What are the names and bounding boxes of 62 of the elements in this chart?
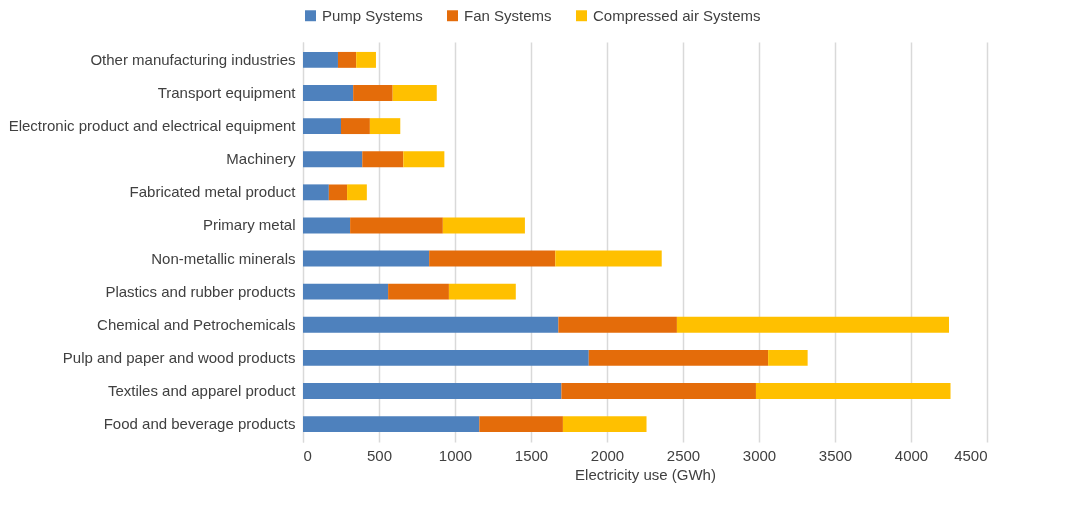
bar: [676, 316, 949, 333]
bar: [350, 217, 443, 234]
bar: [303, 85, 354, 101]
x-tick-label: 0: [303, 446, 312, 464]
bar: [555, 250, 662, 267]
bar: [341, 118, 370, 135]
y-tick-label: Food and beverage products: [103, 415, 296, 433]
bar: [303, 316, 559, 333]
bar: [356, 51, 376, 68]
x-tick-label: 1000: [438, 446, 473, 464]
x-tick-label: 4000: [894, 446, 929, 464]
bar: [303, 383, 562, 399]
bar: [303, 250, 430, 267]
legend-label: Pump Systems: [322, 6, 423, 24]
bar: [303, 151, 363, 168]
x-tick-label: 3500: [818, 446, 853, 464]
bar: [429, 250, 556, 267]
bar: [755, 383, 951, 399]
bar: [442, 217, 525, 234]
bar: [562, 416, 647, 433]
bar: [558, 316, 677, 333]
bar: [561, 383, 756, 399]
x-tick-label: 500: [366, 446, 393, 464]
bar: [362, 151, 404, 168]
bar: [353, 85, 393, 101]
x-tick-label: 4500: [954, 446, 988, 464]
bar: [403, 151, 445, 168]
y-tick-label: Other manufacturing industries: [90, 50, 296, 68]
bar: [303, 184, 329, 201]
bar: [388, 283, 449, 300]
bar: [328, 184, 348, 201]
bar: [303, 349, 589, 366]
y-tick-label: Electronic product and electrical equipment: [8, 117, 297, 135]
y-tick-label: Textiles and apparel product: [107, 382, 297, 400]
bar: [303, 283, 389, 300]
y-tick-label: Chemical and Petrochemicals: [97, 315, 296, 333]
bar: [392, 85, 437, 101]
x-tick-label: 2000: [590, 446, 625, 464]
y-tick-label: Plastics and rubber products: [105, 282, 296, 300]
bar: [369, 118, 401, 135]
bar: [337, 51, 357, 68]
x-axis-title: Electricity use (GWh): [575, 465, 716, 483]
y-tick-label: Machinery: [226, 150, 296, 168]
x-tick-label: 2500: [666, 446, 701, 464]
legend-label: Compressed air Systems: [593, 6, 761, 24]
bar: [588, 349, 769, 366]
bar: [479, 416, 563, 433]
x-tick-label: 1500: [514, 446, 549, 464]
y-tick-label: Transport equipment: [157, 83, 297, 101]
bar: [347, 184, 367, 201]
bar: [448, 283, 516, 300]
legend-label: Fan Systems: [464, 6, 552, 24]
x-tick-label: 3000: [742, 446, 777, 464]
bar: [303, 118, 341, 135]
y-tick-label: Fabricated metal product: [129, 183, 297, 201]
y-tick-label: Non-metallic minerals: [151, 249, 296, 267]
bar: [303, 217, 351, 234]
y-tick-label: Pulp and paper and wood products: [62, 348, 296, 366]
bar: [303, 51, 338, 68]
bar: [768, 349, 808, 366]
y-tick-label: Primary metal: [202, 216, 296, 234]
bar: [303, 416, 480, 433]
